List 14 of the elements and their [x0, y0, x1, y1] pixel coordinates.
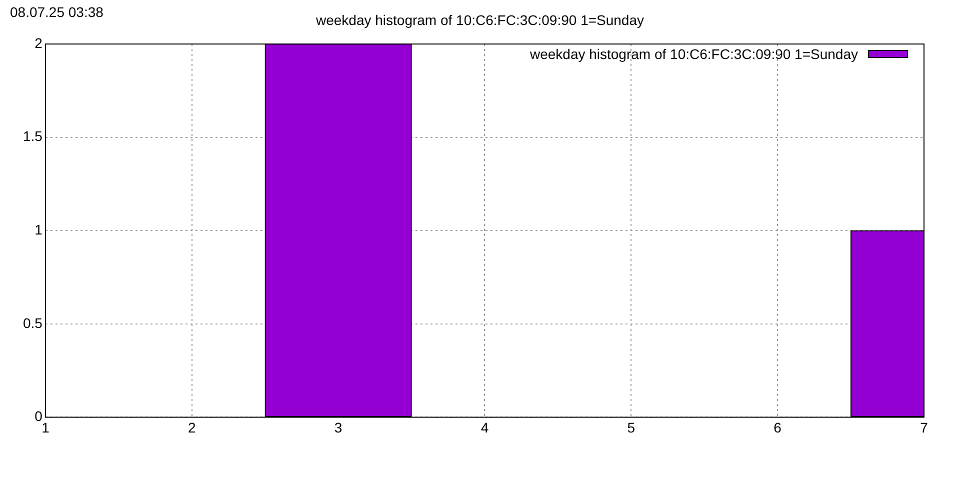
x-tick-label: 3	[334, 419, 342, 436]
x-tick-label: 4	[480, 419, 489, 436]
legend-label: weekday histogram of 10:C6:FC:3C:09:90 1=Sunday	[530, 46, 858, 62]
y-tick-label: 1	[34, 221, 43, 238]
x-tick-label: 2	[188, 419, 196, 436]
x-tick-label: 7	[920, 419, 928, 436]
text: 08.07.25 03:38	[10, 4, 104, 20]
y-tick-label: 0.5	[22, 314, 43, 331]
x-tick-label: 6	[774, 419, 782, 436]
x-tick-label: 5	[627, 419, 636, 436]
y-tick-label: 0	[34, 408, 43, 424]
y-tick-label: 2	[34, 34, 43, 51]
chart-title: weekday histogram of 10:C6:FC:3C:09:90 1=Sunday	[316, 12, 644, 28]
y-tick-label: 1.5	[22, 128, 43, 144]
